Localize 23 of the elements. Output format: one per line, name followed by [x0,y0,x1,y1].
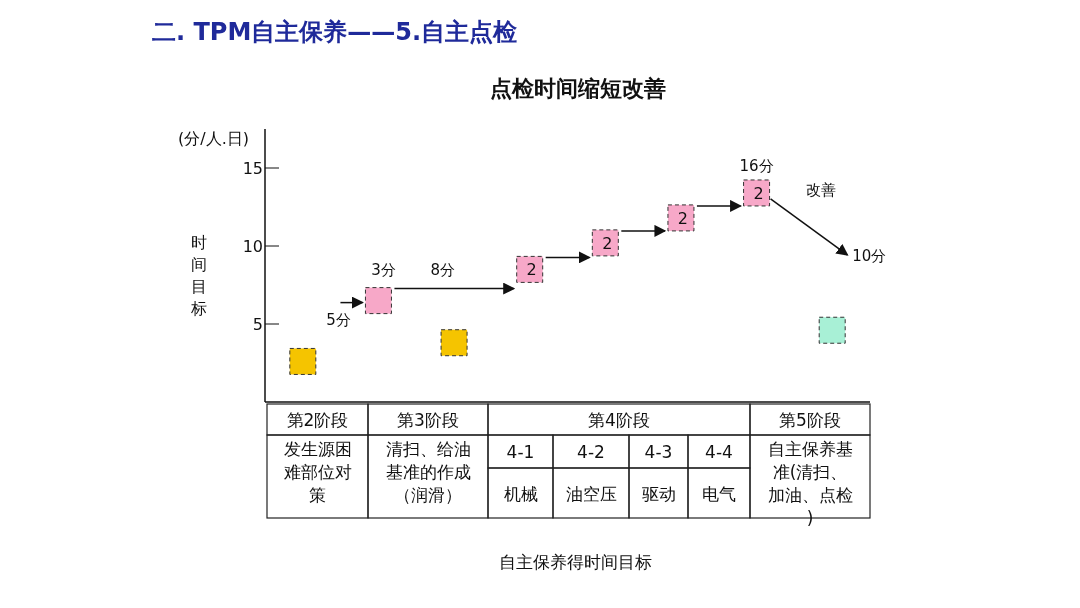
annotation: 10分 [852,246,887,265]
point [364,287,392,315]
table: 第2阶段 第3阶段 第4阶段 第5阶段 发生源困难部位对策 清扫、给油基准的作成（润滑） 4-1 机械 4-2 油空压 4-3 驱动 4-4 电气 自主保养基准(清扫、加油、点检) [266,403,871,528]
y-tick-label: 5 [252,315,263,334]
point [818,316,846,344]
annotation: 8分 [430,260,455,279]
point [440,329,468,357]
annotation: 2 [753,183,764,203]
chart-title: 二. TPM自主保养——5.自主点检 [152,18,519,46]
annotation: 2 [526,260,537,280]
annotation: 改善 [805,180,836,199]
annotation: 2 [602,233,613,253]
y-axis-title: 时间目标 [190,233,207,318]
chart-subtitle: 点检时间缩短改善 [490,76,666,101]
point [289,347,317,375]
y-tick-label: 10 [242,237,263,256]
y-tick-label: 15 [242,159,263,178]
annotation: 2 [677,208,689,228]
annotation: 3分 [371,260,396,279]
text: 自主保养得时间目标 [498,552,652,572]
text: (分/人.日) [178,129,249,148]
annotation: 5分 [326,310,351,329]
annotation: 16分 [739,156,774,175]
